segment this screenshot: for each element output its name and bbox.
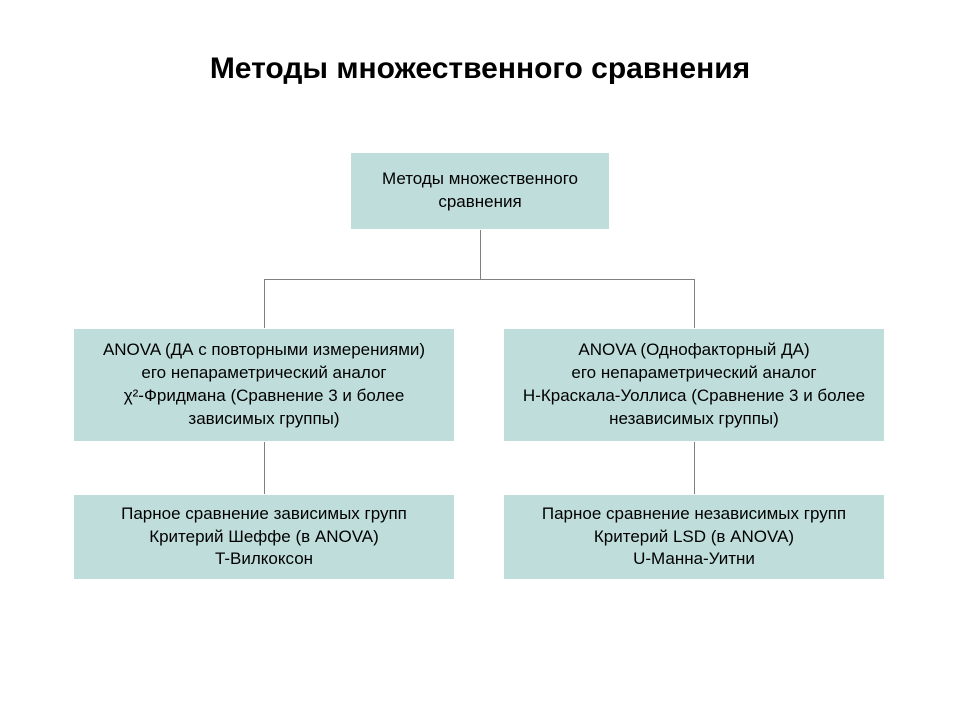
node-right1: ANOVA (Однофакторный ДА)его непараметрич…: [503, 328, 885, 442]
node-text-line: Методы множественного: [382, 168, 578, 191]
node-text-line: Парное сравнение независимых групп: [542, 503, 846, 526]
node-left1: ANOVA (ДА с повторными измерениями)его н…: [73, 328, 455, 442]
connector: [694, 279, 695, 328]
node-text-line: ANOVA (ДА с повторными измерениями): [103, 339, 425, 362]
node-text-line: ANOVA (Однофакторный ДА): [578, 339, 809, 362]
node-right2: Парное сравнение независимых группКритер…: [503, 494, 885, 580]
node-text-line: сравнения: [438, 191, 521, 214]
node-text-line: U-Манна-Уитни: [633, 548, 755, 571]
node-text-line: Парное сравнение зависимых групп: [121, 503, 407, 526]
connector: [264, 442, 265, 494]
node-text-line: T-Вилкоксон: [215, 548, 313, 571]
node-text-line: независимых группы): [609, 408, 779, 431]
node-root: Методы множественногосравнения: [350, 152, 610, 230]
node-text-line: его непараметрический аналог: [571, 362, 816, 385]
connector: [480, 230, 481, 279]
page-title: Методы множественного сравнения: [0, 52, 960, 86]
node-text-line: его непараметрический аналог: [141, 362, 386, 385]
node-text-line: Критерий LSD (в ANOVA): [594, 526, 794, 549]
page: Методы множественного сравнения Методы м…: [0, 0, 960, 720]
connector: [264, 279, 265, 328]
node-text-line: Критерий Шеффе (в ANOVA): [149, 526, 379, 549]
node-text-line: χ²-Фридмана (Сравнение 3 и более: [124, 385, 405, 408]
node-text-line: H-Краскала-Уоллиса (Сравнение 3 и более: [523, 385, 865, 408]
node-text-line: зависимых группы): [188, 408, 339, 431]
node-left2: Парное сравнение зависимых группКритерий…: [73, 494, 455, 580]
connector: [264, 279, 694, 280]
connector: [694, 442, 695, 494]
